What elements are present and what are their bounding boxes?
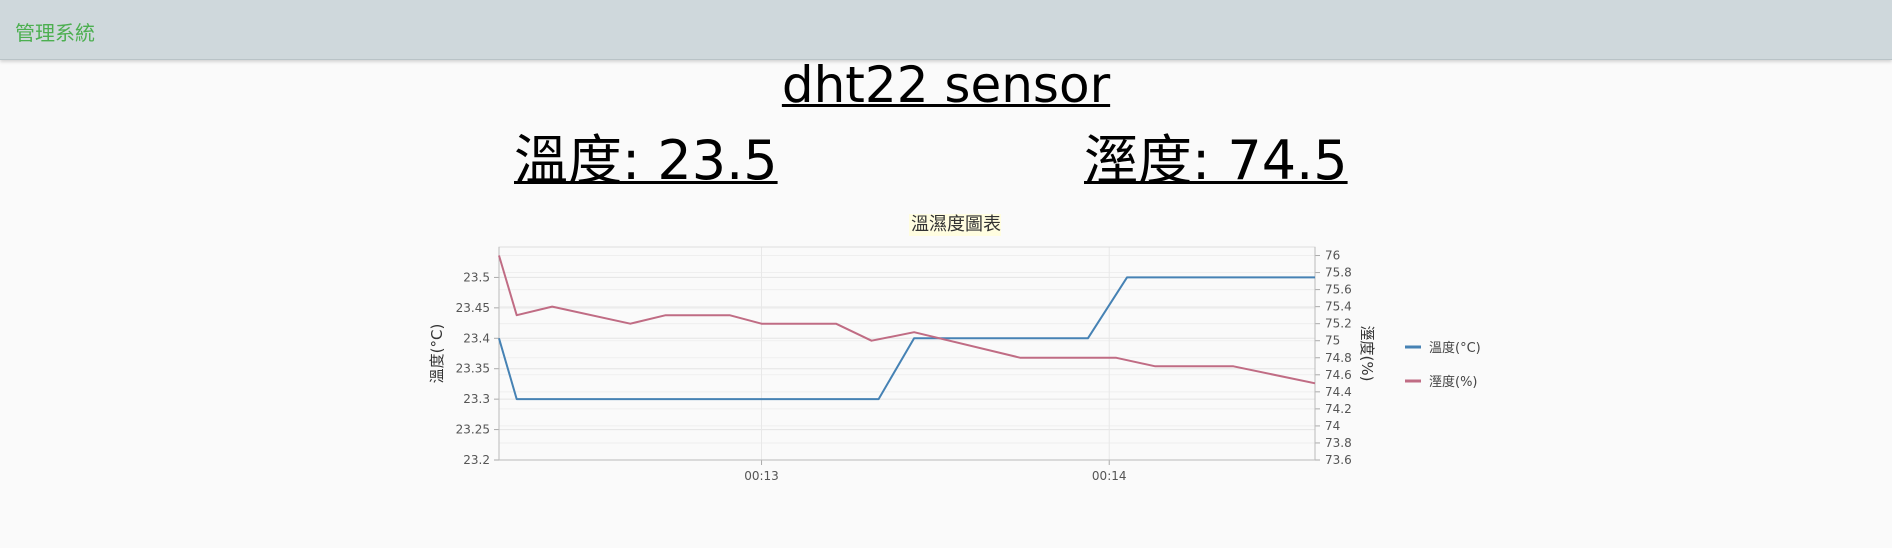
- right-tick-label: 75.6: [1325, 283, 1352, 297]
- right-tick-label: 74.6: [1325, 368, 1352, 382]
- left-tick-label: 23.4: [463, 331, 490, 345]
- right-tick-label: 75.2: [1325, 317, 1352, 331]
- axes: 23.2 23.25 23.3 23.35 23.4 23.45 23.5 73.6 73.8 7…: [428, 247, 1376, 483]
- brand-link[interactable]: 管理系統: [15, 21, 95, 45]
- legend-label-humidity: 溼度(%): [1429, 374, 1478, 390]
- page-title: dht22 sensor: [781, 56, 1111, 114]
- left-tick-label: 23.5: [463, 270, 490, 284]
- navbar: 管理系統: [0, 0, 1892, 60]
- right-tick-label: 74.4: [1325, 385, 1352, 399]
- right-tick-label: 73.8: [1325, 436, 1352, 450]
- chart-title-highlight: [909, 214, 1001, 236]
- humidity-reading: 溼度: 74.5: [1084, 129, 1348, 192]
- right-tick-label: 74.8: [1325, 351, 1352, 365]
- right-tick-label: 74.2: [1325, 402, 1352, 416]
- left-tick-label: 23.45: [456, 301, 490, 315]
- x-tick-label: 00:14: [1092, 469, 1127, 483]
- humidity-series-line: [498, 255, 1316, 385]
- legend: 溫度(°C) 溼度(%): [1405, 340, 1481, 390]
- right-tick-label: 74: [1325, 419, 1340, 433]
- left-tick-label: 23.35: [456, 362, 490, 376]
- grid: [499, 247, 1315, 461]
- x-tick-label: 00:13: [744, 469, 779, 483]
- plot-frame: [498, 246, 1316, 461]
- chart-title: 溫濕度圖表: [911, 214, 1001, 235]
- right-axis-label: 溼度(%): [1358, 326, 1376, 382]
- right-tick-label: 73.6: [1325, 453, 1352, 467]
- temperature-series-line: [498, 276, 1315, 401]
- right-tick-label: 75.8: [1325, 266, 1352, 280]
- right-tick-label: 76: [1325, 249, 1340, 263]
- series: [498, 255, 1316, 401]
- left-tick-label: 23.3: [463, 392, 490, 406]
- temperature-reading: 溫度: 23.5: [514, 129, 778, 192]
- right-tick-label: 75: [1325, 334, 1340, 348]
- legend-label-temperature: 溫度(°C): [1429, 340, 1481, 356]
- left-tick-label: 23.2: [463, 453, 490, 467]
- left-tick-label: 23.25: [456, 423, 490, 437]
- right-tick-label: 75.4: [1325, 300, 1352, 314]
- left-axis-label: 溫度(°C): [428, 324, 446, 384]
